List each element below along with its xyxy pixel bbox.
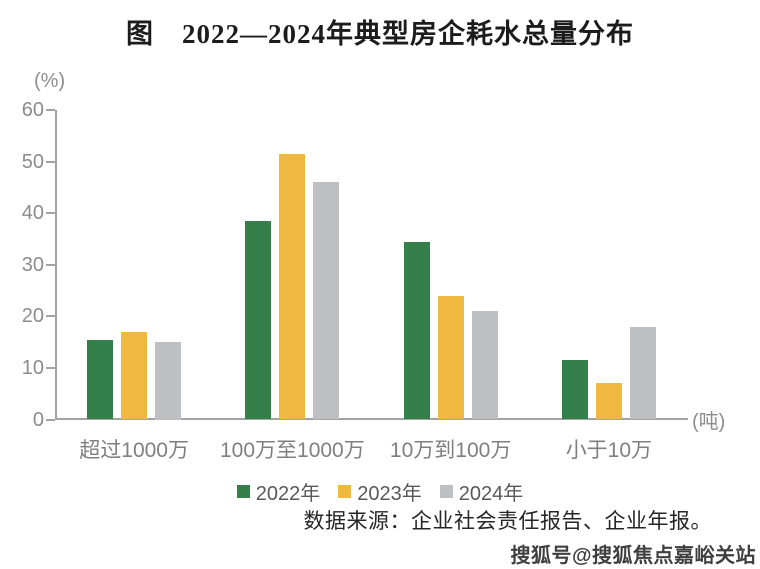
bar-2023年-小于10万 — [595, 383, 622, 420]
bar-2022年-100万至1000万 — [245, 220, 272, 420]
legend-item-2022年: 2022年 — [236, 477, 321, 506]
y-tick-label: 0 — [32, 408, 44, 431]
legend-swatch-icon — [236, 485, 250, 498]
y-tick-label: 30 — [21, 253, 44, 276]
x-category-label: 超过1000万 — [79, 439, 189, 462]
bar-2024年-10万到100万 — [471, 311, 498, 420]
y-tick-label: 40 — [21, 202, 44, 225]
bar-2024年-100万至1000万 — [313, 182, 340, 420]
bar-2023年-超过1000万 — [121, 331, 148, 420]
source-note: 数据来源：企业社会责任报告、企业年报。 — [303, 509, 712, 533]
y-tick-mark — [46, 315, 55, 318]
bar-2022年-超过1000万 — [87, 339, 114, 420]
legend-item-2023年: 2023年 — [338, 477, 422, 506]
watermark: 搜狐号@搜狐焦点嘉峪关站 — [510, 545, 756, 567]
legend-label: 2024年 — [458, 483, 524, 505]
y-tick-mark — [46, 366, 55, 369]
legend-label: 2022年 — [255, 483, 321, 505]
bar-2023年-10万到100万 — [437, 295, 464, 420]
bar-2024年-超过1000万 — [155, 342, 182, 420]
y-tick-mark — [46, 109, 55, 111]
x-category-label: 小于10万 — [565, 439, 653, 462]
x-category-label: 100万至1000万 — [219, 439, 365, 462]
bar-2022年-小于10万 — [561, 360, 588, 420]
y-tick-label: 20 — [21, 305, 44, 328]
legend-swatch-icon — [439, 485, 453, 498]
y-tick-mark — [46, 418, 55, 421]
legend-swatch-icon — [338, 485, 352, 498]
legend-item-2024年: 2024年 — [439, 477, 524, 506]
legend: 2022年 2023年 2024年 — [0, 477, 760, 506]
y-tick-mark — [46, 160, 55, 163]
y-tick-mark — [46, 263, 55, 266]
bar-2022年-10万到100万 — [403, 241, 430, 420]
y-axis-unit-label: (%) — [34, 70, 66, 92]
y-tick-label: 50 — [21, 150, 44, 173]
y-tick-label: 60 — [21, 99, 44, 121]
y-tick-mark — [46, 212, 55, 215]
bar-2024年-小于10万 — [629, 326, 656, 420]
y-axis-line — [55, 110, 57, 420]
chart-title: 图 2022—2024年典型房企耗水总量分布 — [126, 19, 634, 49]
x-axis-unit-label: (吨) — [692, 411, 726, 433]
bar-2023年-100万至1000万 — [279, 153, 306, 420]
x-axis-line — [55, 418, 688, 420]
x-category-label: 10万到100万 — [389, 439, 512, 462]
y-tick-label: 10 — [21, 356, 44, 379]
legend-label: 2023年 — [357, 483, 422, 505]
